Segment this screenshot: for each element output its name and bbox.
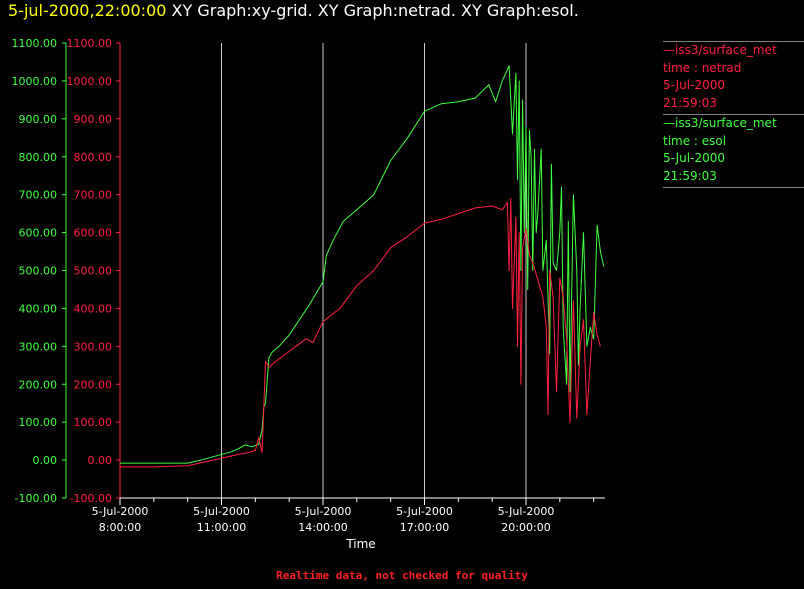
y-tick-label-netrad: -100.00 — [70, 492, 112, 505]
y-tick-label-netrad: 600.00 — [74, 227, 113, 240]
legend-divider — [663, 114, 804, 115]
x-tick-label-time: 17:00:00 — [400, 521, 449, 534]
y-tick-label-netrad: 200.00 — [74, 378, 113, 391]
y-tick-label-esol: 1000.00 — [12, 75, 58, 88]
legend-entry-esol: —iss3/surface_met time : esol 5-Jul-2000… — [663, 114, 804, 188]
y-tick-label-esol: -100.00 — [15, 492, 57, 505]
legend-time: 21:59:03 — [663, 95, 717, 110]
y-tick-label-esol: 300.00 — [19, 340, 58, 353]
legend-date: 5-Jul-2000 — [663, 151, 725, 165]
y-tick-label-esol: 400.00 — [19, 302, 58, 315]
y-tick-label-esol: 200.00 — [19, 378, 58, 391]
x-tick-label-date: 5-Jul-2000 — [295, 505, 352, 518]
y-tick-label-esol: 500.00 — [19, 265, 58, 278]
series-line-time-esol — [120, 65, 605, 464]
legend-divider — [663, 187, 804, 188]
x-tick-label-date: 5-Jul-2000 — [498, 505, 555, 518]
y-tick-label-netrad: 100.00 — [74, 416, 113, 429]
legend-series-label: time : netrad — [663, 60, 742, 75]
series-line-time-netrad — [120, 198, 601, 468]
y-tick-label-netrad: 300.00 — [74, 340, 113, 353]
x-axis-label: Time — [345, 537, 375, 551]
x-tick-label-date: 5-Jul-2000 — [193, 505, 250, 518]
x-tick-label-time: 14:00:00 — [298, 521, 347, 534]
legend-source: —iss3/surface_met — [663, 116, 777, 130]
x-tick-label-date: 5-Jul-2000 — [92, 505, 149, 518]
y-tick-label-esol: 1100.00 — [12, 37, 58, 50]
y-tick-label-netrad: 800.00 — [74, 151, 113, 164]
legend-source: —iss3/surface_met — [663, 43, 777, 57]
y-tick-label-esol: 700.00 — [19, 189, 58, 202]
title-graph-names: XY Graph:xy-grid. XY Graph:netrad. XY Gr… — [171, 1, 579, 20]
legend-date: 5-Jul-2000 — [663, 78, 725, 92]
y-tick-label-netrad: 1000.00 — [67, 75, 113, 88]
y-tick-label-esol: 800.00 — [19, 151, 58, 164]
y-tick-label-esol: 100.00 — [19, 416, 58, 429]
y-tick-label-netrad: 0.00 — [88, 454, 113, 467]
y-tick-label-netrad: 500.00 — [74, 265, 113, 278]
y-tick-label-netrad: 700.00 — [74, 189, 113, 202]
y-tick-label-esol: 900.00 — [19, 113, 58, 126]
legend-divider — [663, 41, 804, 42]
y-tick-label-netrad: 1100.00 — [67, 37, 113, 50]
legend-series-label: time : esol — [663, 133, 727, 148]
chart-title: 5-jul-2000,22:00:00 XY Graph:xy-grid. XY… — [8, 1, 579, 20]
x-tick-label-time: 8:00:00 — [99, 521, 141, 534]
x-tick-label-time: 20:00:00 — [501, 521, 550, 534]
legend-time: 21:59:03 — [663, 168, 717, 183]
y-tick-label-netrad: 400.00 — [74, 302, 113, 315]
y-tick-label-esol: 600.00 — [19, 227, 58, 240]
x-tick-label-time: 11:00:00 — [197, 521, 246, 534]
quality-note: Realtime data, not checked for quality — [276, 569, 528, 582]
x-tick-label-date: 5-Jul-2000 — [396, 505, 453, 518]
legend-entry-netrad: —iss3/surface_met time : netrad 5-Jul-20… — [663, 41, 804, 112]
title-timestamp: 5-jul-2000,22:00:00 — [8, 1, 167, 20]
y-tick-label-esol: 0.00 — [33, 454, 58, 467]
y-tick-label-netrad: 900.00 — [74, 113, 113, 126]
